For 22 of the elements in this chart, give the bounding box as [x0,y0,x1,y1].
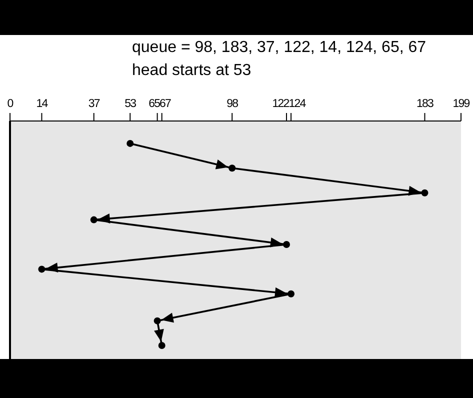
point [38,266,46,273]
chart-title: queue = 98, 183, 37, 122, 14, 124, 65, 67 [132,38,426,58]
x-tick-label: 67 [160,98,172,110]
x-tick-label: 53 [124,98,136,110]
x-tick-label: 183 [416,98,434,110]
point [228,164,236,172]
point [158,342,166,350]
x-tick-label: 14 [36,98,49,110]
x-tick-label: 65 [148,98,160,110]
point [154,317,161,324]
x-tick-label: 37 [88,98,100,110]
point [288,290,295,298]
x-tick-label: 0 [7,98,14,110]
point [421,189,428,196]
x-tick-label: 98 [226,98,238,110]
point [90,216,98,224]
x-tick-label: 199 [452,98,470,110]
chart-subtitle: head starts at 53 [132,61,252,81]
x-tick-label: 124 [288,98,307,110]
point [282,240,290,248]
point [126,140,134,147]
x-tick-label: 122 [272,98,290,110]
